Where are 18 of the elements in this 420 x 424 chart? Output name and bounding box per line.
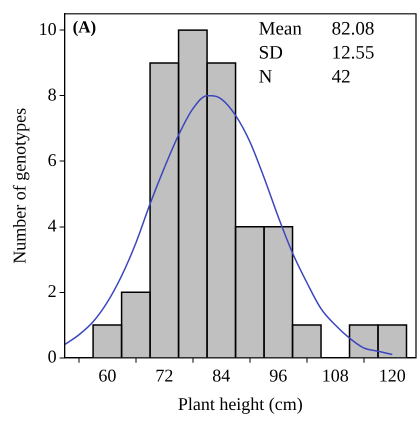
y-tick-label: 0 (48, 346, 57, 367)
y-tick-label: 2 (48, 281, 57, 302)
x-tick-label: 72 (155, 365, 174, 386)
y-axis-title: Number of genotypes (10, 108, 30, 264)
x-tick-label: 84 (212, 365, 230, 386)
text: SD 12.55 (258, 42, 374, 64)
y-tick-label: 8 (48, 84, 57, 104)
text: N 42 (258, 66, 351, 88)
x-tick-label: 60 (98, 365, 116, 386)
y-tick-label: 4 (48, 215, 57, 236)
y-tick-label: 6 (48, 150, 57, 170)
annotation: (A) (72, 18, 96, 37)
text: Mean 82.08 (258, 18, 374, 40)
x-axis-title: Plant height (cm) (178, 394, 303, 414)
x-tick-label: 96 (269, 365, 288, 386)
x-tick-label: 108 (322, 365, 349, 386)
x-tick-label: 120 (378, 365, 406, 386)
y-tick-label: 10 (38, 18, 57, 39)
